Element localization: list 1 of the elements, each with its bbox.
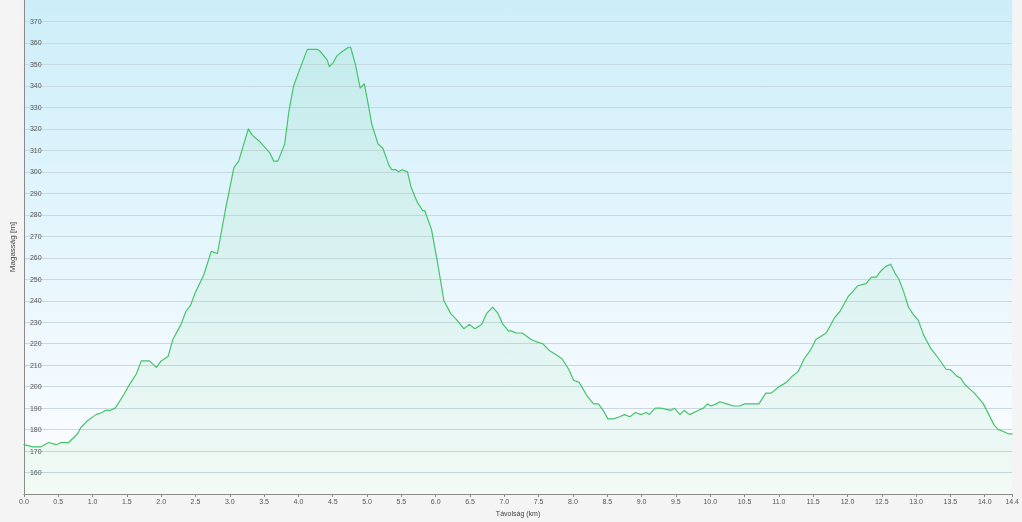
y-axis-title: Magasság [m]: [7, 221, 17, 273]
